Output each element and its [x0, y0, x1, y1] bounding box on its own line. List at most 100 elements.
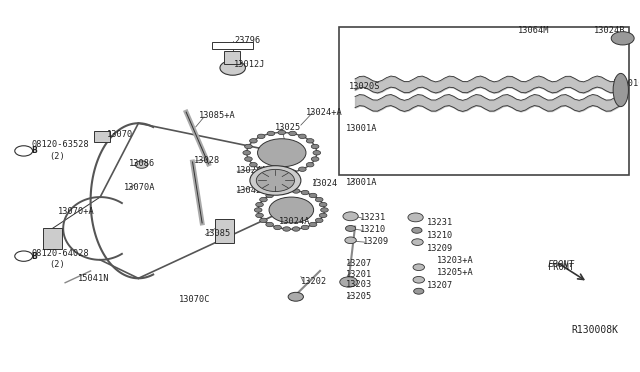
Circle shape	[260, 198, 268, 202]
Circle shape	[257, 134, 265, 138]
Bar	[215, 219, 234, 243]
Ellipse shape	[345, 237, 356, 244]
Circle shape	[267, 131, 275, 136]
Text: 13020S: 13020S	[349, 82, 380, 91]
Text: 13210: 13210	[427, 231, 453, 240]
Circle shape	[289, 131, 296, 136]
Bar	[225, 51, 241, 64]
Text: 13070A: 13070A	[124, 183, 156, 192]
Text: 13001A: 13001A	[346, 124, 377, 133]
Bar	[339, 27, 629, 175]
Text: 13202: 13202	[301, 277, 327, 286]
Circle shape	[346, 225, 356, 231]
Circle shape	[292, 189, 300, 193]
Ellipse shape	[611, 32, 634, 45]
Circle shape	[307, 163, 314, 167]
Circle shape	[250, 163, 257, 167]
Ellipse shape	[257, 139, 306, 167]
Text: R130008K: R130008K	[572, 325, 619, 335]
Text: 13042N: 13042N	[236, 186, 268, 195]
Circle shape	[413, 288, 424, 294]
Circle shape	[135, 161, 148, 168]
Circle shape	[313, 151, 321, 155]
Circle shape	[257, 167, 265, 171]
Text: 13205: 13205	[346, 292, 372, 301]
Text: FRONT: FRONT	[547, 260, 574, 269]
Text: 13024: 13024	[312, 179, 339, 187]
Text: 13012J: 13012J	[234, 60, 266, 69]
Text: 13209: 13209	[363, 237, 389, 246]
Circle shape	[309, 222, 317, 227]
Text: 13086: 13086	[129, 159, 155, 169]
Circle shape	[288, 292, 303, 301]
Text: 13028: 13028	[194, 155, 220, 165]
Ellipse shape	[269, 197, 314, 223]
Circle shape	[250, 139, 257, 143]
Text: 13203+A: 13203+A	[436, 256, 474, 265]
Text: 13024AA: 13024AA	[236, 166, 273, 174]
Text: 13070C: 13070C	[179, 295, 210, 304]
Text: 13210: 13210	[360, 225, 386, 234]
Ellipse shape	[613, 73, 628, 107]
Circle shape	[340, 277, 358, 287]
Circle shape	[260, 218, 268, 222]
Text: 13024+A: 13024+A	[306, 108, 343, 117]
Ellipse shape	[413, 276, 424, 283]
Text: 13070: 13070	[106, 130, 132, 139]
Text: 13085+A: 13085+A	[199, 111, 236, 121]
Circle shape	[266, 193, 273, 198]
Text: 13001A: 13001A	[346, 178, 377, 187]
Circle shape	[309, 193, 317, 198]
Circle shape	[307, 139, 314, 143]
Text: B: B	[31, 251, 37, 261]
Ellipse shape	[256, 169, 294, 192]
Circle shape	[301, 225, 309, 230]
Text: 23796: 23796	[234, 36, 260, 45]
Circle shape	[311, 144, 319, 149]
Circle shape	[256, 202, 263, 207]
Bar	[43, 228, 62, 249]
Text: 13064M: 13064M	[518, 26, 549, 35]
Circle shape	[311, 157, 319, 161]
Text: FRONT: FRONT	[548, 263, 574, 272]
Text: 15041N: 15041N	[78, 274, 109, 283]
Circle shape	[298, 167, 306, 171]
Circle shape	[412, 227, 422, 233]
Circle shape	[266, 222, 273, 227]
Circle shape	[298, 134, 306, 138]
Circle shape	[278, 171, 285, 175]
Circle shape	[15, 146, 33, 156]
Circle shape	[316, 198, 323, 202]
Text: 13231: 13231	[427, 218, 453, 227]
Text: 13024A: 13024A	[278, 217, 310, 225]
Circle shape	[267, 170, 275, 174]
Text: 13001C: 13001C	[613, 79, 640, 88]
Circle shape	[254, 208, 262, 212]
Circle shape	[278, 130, 285, 135]
Text: 13209: 13209	[427, 244, 453, 253]
Text: (2): (2)	[49, 152, 65, 161]
Text: 13231: 13231	[360, 213, 386, 222]
Text: 13203: 13203	[346, 280, 372, 289]
Circle shape	[301, 190, 309, 195]
Ellipse shape	[412, 239, 423, 246]
Text: 13085: 13085	[205, 230, 232, 238]
Text: 13205+A: 13205+A	[436, 268, 474, 277]
Text: B: B	[31, 147, 37, 155]
Circle shape	[283, 189, 291, 193]
Bar	[212, 42, 253, 49]
Ellipse shape	[220, 61, 246, 75]
Circle shape	[243, 151, 250, 155]
Circle shape	[321, 208, 328, 212]
Bar	[94, 131, 109, 142]
Circle shape	[319, 202, 327, 207]
Text: 08120-63528: 08120-63528	[32, 140, 90, 149]
Circle shape	[244, 144, 252, 149]
Text: 13207: 13207	[346, 259, 372, 268]
Circle shape	[244, 157, 252, 161]
Circle shape	[274, 190, 282, 195]
Circle shape	[256, 213, 263, 218]
Text: 13024B: 13024B	[594, 26, 625, 35]
Circle shape	[283, 227, 291, 231]
Ellipse shape	[250, 166, 301, 195]
